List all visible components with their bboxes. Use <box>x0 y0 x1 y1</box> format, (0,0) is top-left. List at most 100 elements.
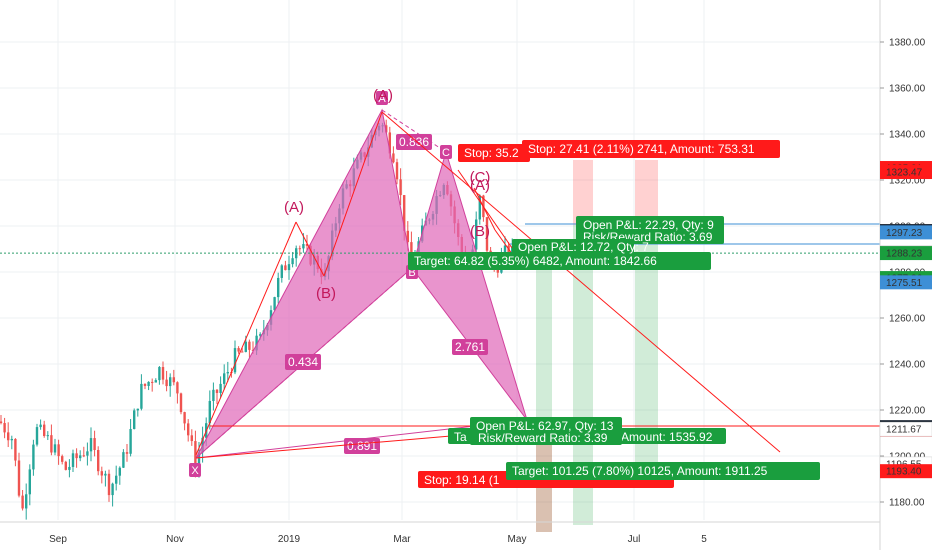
price-badge-label: 1288.23 <box>886 249 923 260</box>
x-tick-label: May <box>508 534 527 545</box>
candle-body <box>302 244 305 249</box>
ratio-badge <box>285 354 321 370</box>
candle-body <box>255 335 258 351</box>
red-trend-line <box>323 111 383 277</box>
candle-body <box>237 348 240 352</box>
candle-body <box>194 441 197 470</box>
candle-body <box>93 438 96 450</box>
open-pl-box <box>512 239 634 253</box>
candle-body <box>183 412 186 424</box>
candle-body <box>248 341 251 350</box>
candle-body <box>75 453 78 459</box>
open-pl-label: Open P&L: 22.29, Qty: 9 <box>583 218 714 232</box>
candle-body <box>53 444 57 453</box>
candle-body <box>17 460 21 496</box>
candle-body <box>7 432 10 441</box>
x-tick-label: Sep <box>49 534 67 545</box>
red-trend-line <box>195 221 297 456</box>
candle-body <box>208 400 211 424</box>
ratio-label: 2.761 <box>455 340 485 354</box>
candle-body <box>89 438 93 452</box>
pattern-point-badge <box>189 463 201 477</box>
candle-body <box>165 379 168 387</box>
candle-body <box>388 132 391 154</box>
x-tick-label: Mar <box>393 534 411 545</box>
candle-body <box>215 389 219 393</box>
price-badge-label: 1193.40 <box>886 467 922 478</box>
pattern-ratio-line <box>381 109 447 153</box>
candle-body <box>28 469 31 495</box>
red-trend-line <box>381 111 781 453</box>
candle-body <box>25 494 28 509</box>
candle-body <box>107 473 111 496</box>
target-label-box <box>408 252 711 270</box>
candle-body <box>97 449 100 472</box>
abcd-label: (A) <box>373 87 393 104</box>
x-tick-label: 2019 <box>278 534 301 545</box>
y-tick-label: 1260.00 <box>889 314 926 325</box>
price-badge-label: 1275.51 <box>886 278 923 289</box>
candle-body <box>291 258 294 265</box>
candle-body <box>158 367 161 381</box>
candle-body <box>190 435 193 442</box>
price-badge <box>880 246 932 261</box>
candle-body <box>478 195 481 220</box>
price-badges: 1325.211323.471297.801297.231288.391288.… <box>879 161 932 479</box>
candle-body <box>284 265 287 271</box>
price-badge-label: 1323.47 <box>886 168 923 179</box>
ratio-label: 0.836 <box>399 135 429 149</box>
x-tick-label: 5 <box>701 534 707 545</box>
candle-body <box>32 444 35 470</box>
candle-body <box>71 453 75 467</box>
candle-body <box>223 373 226 384</box>
risk-reward-label: Risk/Reward Ratio: 3.39 <box>478 431 608 445</box>
stop-label: Stop: 19.14 (1 <box>424 473 500 487</box>
candle-body <box>125 452 129 454</box>
candle-body <box>277 277 280 298</box>
open-pl-label: Open P&L: 12.72, Qty: 7 <box>518 240 649 254</box>
y-tick-label: 1360.00 <box>889 84 926 95</box>
harmonic-pattern: X A B C 0.434 0.836 2.761 0.891 <box>189 91 528 477</box>
target-label: Ta <box>454 430 467 444</box>
pattern-point-label: B <box>408 267 415 279</box>
candle-body <box>503 245 507 257</box>
candle-body <box>115 475 118 484</box>
candle-body <box>0 421 3 424</box>
candle-body <box>140 383 143 409</box>
candle-body <box>14 438 17 461</box>
candle-body <box>111 483 114 496</box>
candle-body <box>273 297 276 311</box>
candle-body <box>485 217 489 251</box>
candle-body <box>305 244 309 246</box>
candle-body <box>244 341 247 352</box>
x-tick-label: Jul <box>628 534 641 545</box>
stop-label: Stop: 35.2 <box>464 146 519 160</box>
candle-body <box>100 471 103 476</box>
candle-body <box>233 348 237 373</box>
x-axis: Sep Nov 2019 Mar May Jul 5 <box>0 521 880 545</box>
candle-body <box>21 495 24 509</box>
candle-body <box>43 424 46 436</box>
candle-body <box>406 230 409 243</box>
pattern-point-badge <box>376 91 388 105</box>
candle-body <box>219 383 222 393</box>
candle-body <box>129 429 132 454</box>
ratio-badge <box>344 438 380 454</box>
stop-label-box <box>522 140 780 158</box>
y-tick-label: 1380.00 <box>889 38 926 49</box>
ratio-badge <box>452 339 488 355</box>
candle-body <box>50 435 53 453</box>
abcd-label: (A) <box>470 177 490 194</box>
candle-body <box>399 179 402 196</box>
candle-body <box>68 466 71 470</box>
target-label-box <box>618 428 726 444</box>
pattern-point-badge <box>440 145 452 159</box>
candle-body <box>64 461 67 470</box>
candle-body <box>154 380 157 383</box>
candle-body <box>395 162 399 180</box>
candle-body <box>147 381 150 386</box>
candle-body <box>212 389 215 401</box>
candle-body <box>179 393 183 413</box>
candle-body <box>143 383 147 386</box>
